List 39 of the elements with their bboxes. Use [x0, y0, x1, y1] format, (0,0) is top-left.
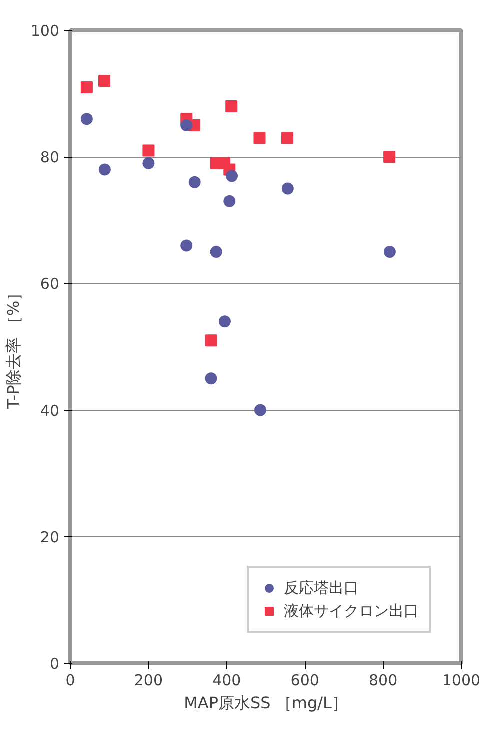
- point: [142, 144, 155, 157]
- x-axis-title: MAP原水SS ［mg/L］: [184, 694, 348, 712]
- point: [188, 176, 201, 188]
- y-tick-label: 20: [40, 528, 60, 546]
- y-tick-label: 80: [40, 148, 60, 167]
- point: [210, 246, 222, 258]
- x-tick-label: 200: [134, 672, 164, 690]
- point: [224, 195, 236, 208]
- point: [226, 100, 238, 112]
- point: [80, 113, 93, 126]
- point: [282, 182, 294, 195]
- x-tick-label: 600: [290, 672, 320, 690]
- y-tick-label: 100: [30, 22, 60, 40]
- point: [180, 119, 193, 132]
- point: [384, 151, 396, 164]
- y-tick-label: 40: [40, 402, 60, 420]
- point: [180, 240, 193, 252]
- legend-label: 液体サイクロン出口: [284, 602, 419, 620]
- point: [282, 132, 294, 144]
- x-tick-label: 0: [66, 672, 76, 690]
- y-tick-label: 60: [40, 275, 60, 294]
- point: [254, 132, 266, 144]
- x-tick-label: 800: [368, 672, 398, 690]
- legend-label: 反応塔出口: [284, 578, 359, 598]
- point: [205, 372, 218, 385]
- point: [98, 164, 111, 176]
- point: [205, 334, 218, 347]
- point: [210, 157, 222, 170]
- point: [80, 81, 93, 94]
- x-tick-label: 400: [212, 672, 242, 690]
- x-tick-label: 1000: [442, 672, 481, 690]
- y-tick-label: 0: [50, 655, 60, 673]
- point: [384, 246, 396, 258]
- point: [142, 157, 155, 170]
- point: [226, 170, 238, 182]
- point: [98, 75, 111, 88]
- point: [254, 404, 267, 416]
- y-axis-title: T-P除去率 ［%］: [4, 284, 23, 410]
- point: [218, 316, 231, 328]
